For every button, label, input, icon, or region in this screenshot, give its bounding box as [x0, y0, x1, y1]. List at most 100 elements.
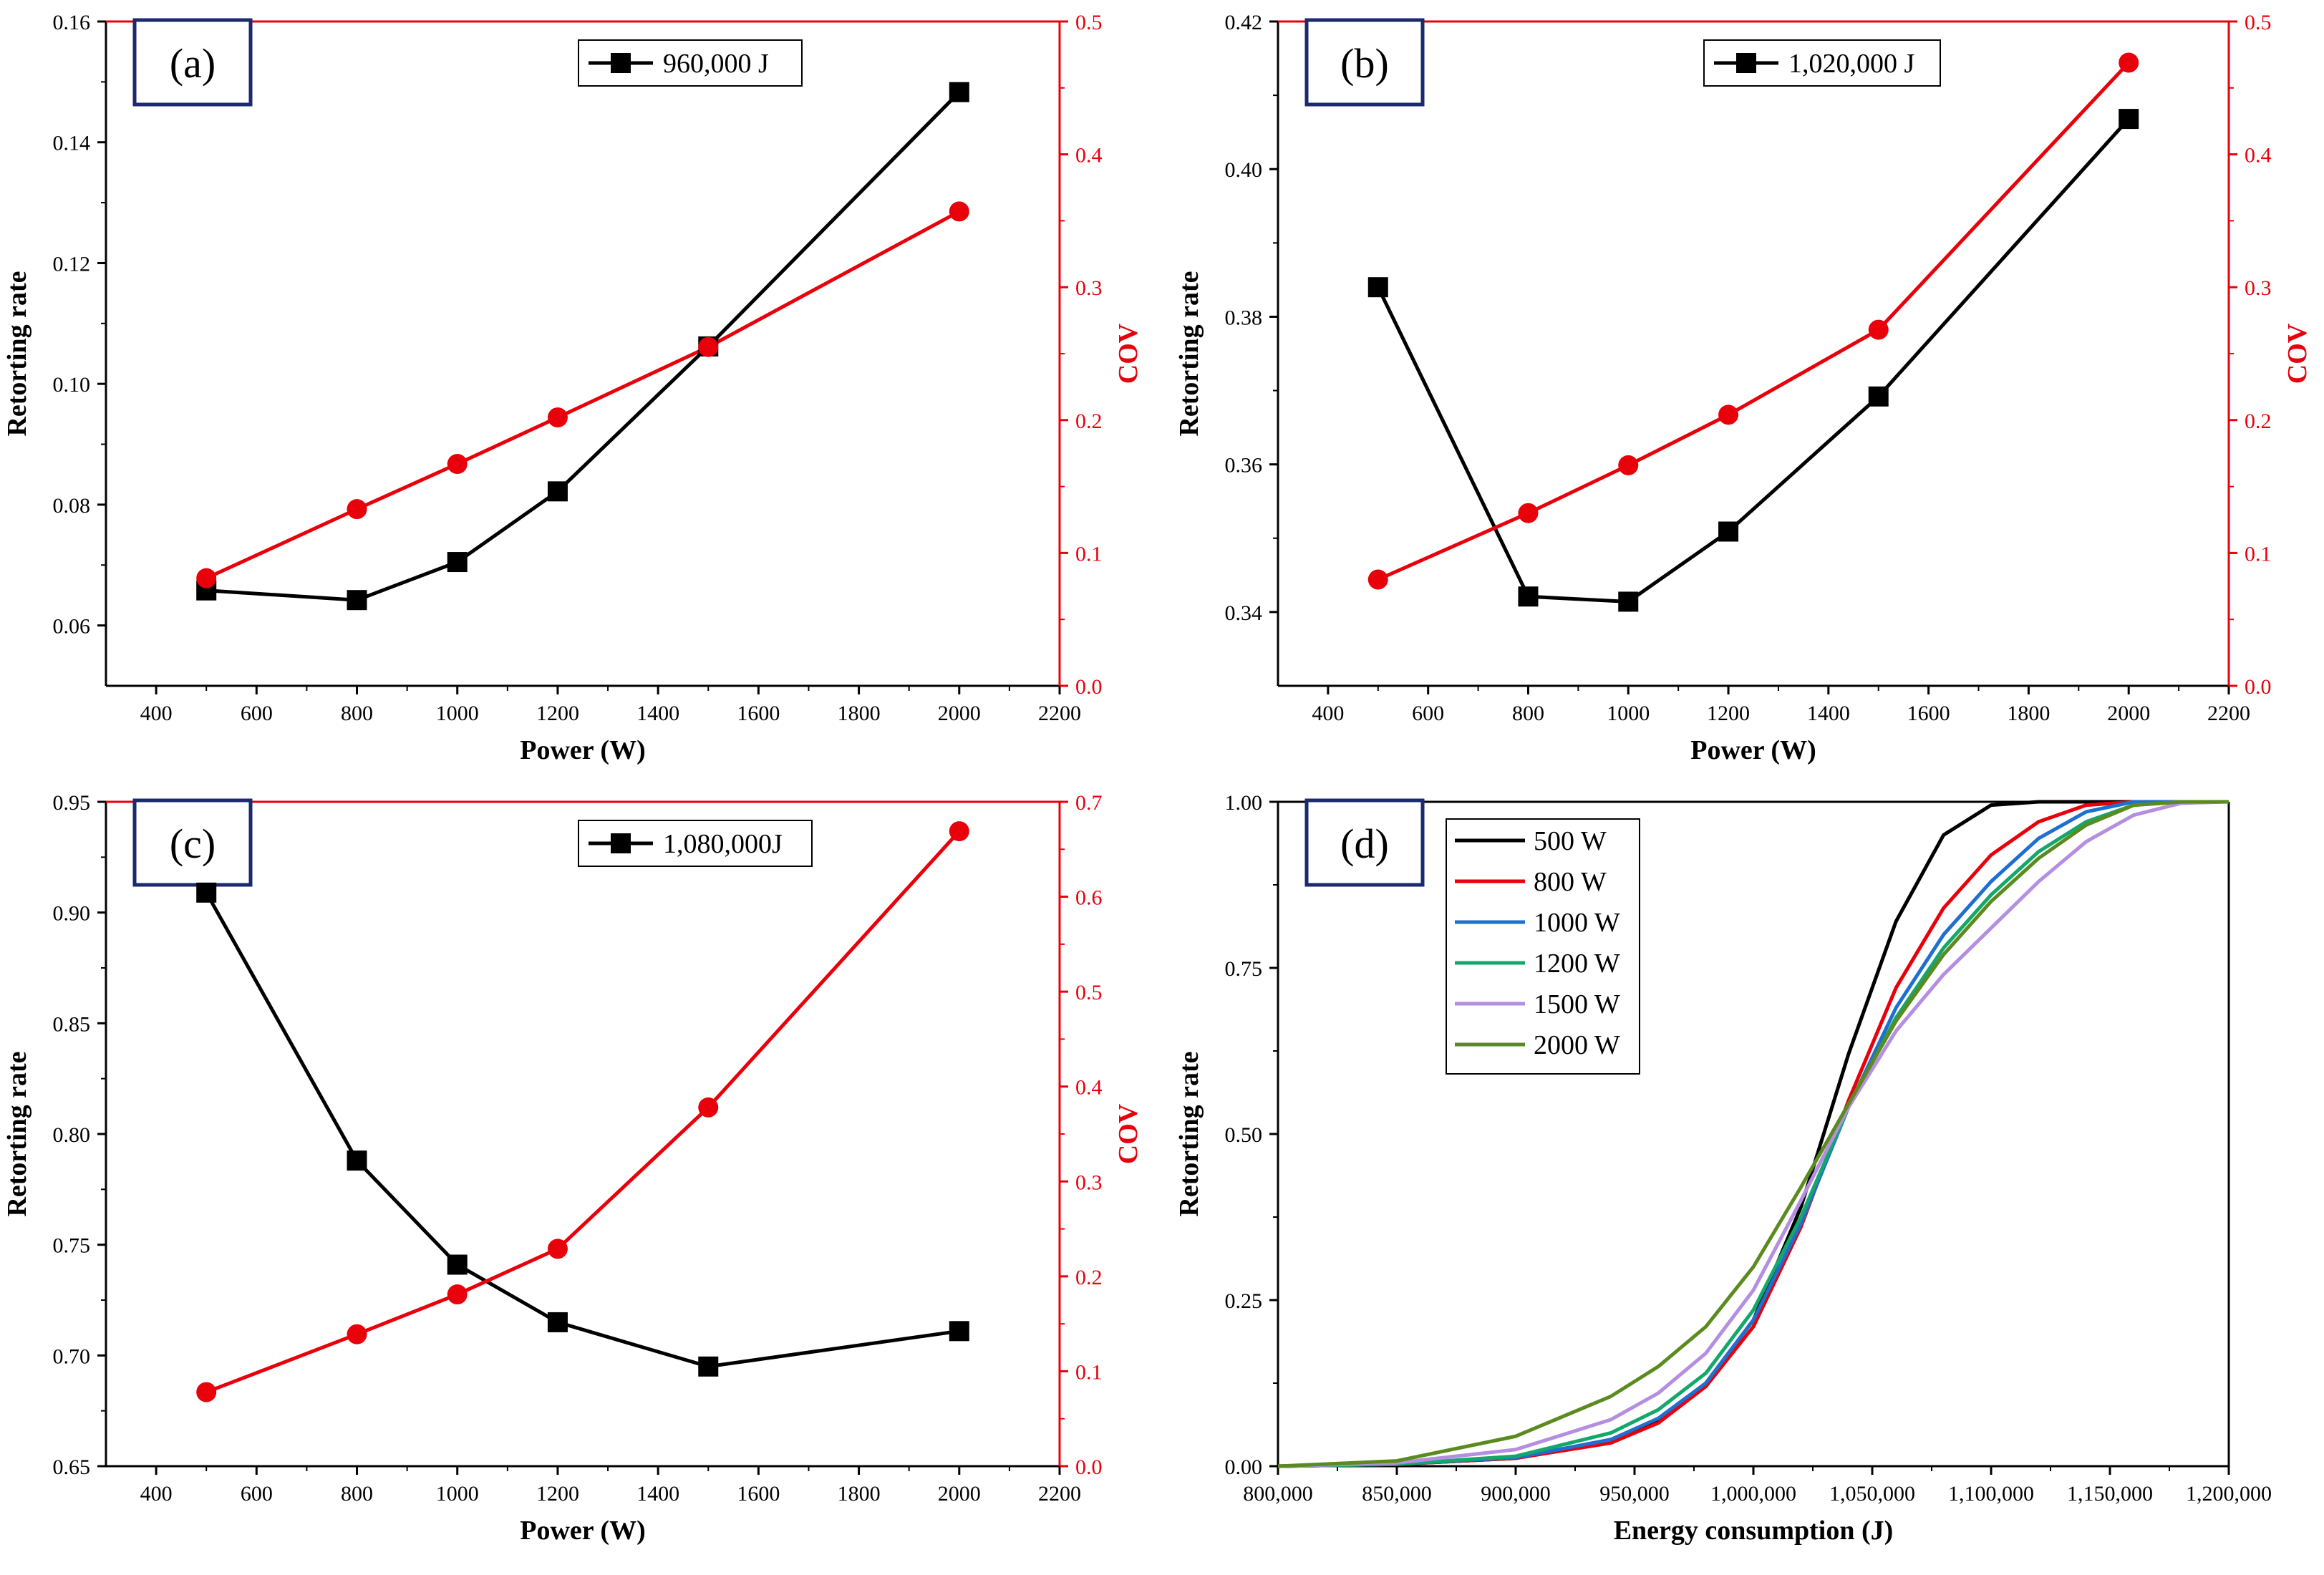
x-tick-label: 1000 — [1607, 702, 1650, 725]
data-point-circle — [949, 821, 969, 842]
y-tick-label: 0.65 — [53, 1455, 91, 1479]
series-line-cov — [205, 830, 961, 1394]
legend-marker — [611, 833, 631, 853]
legend-label: 1200 W — [1534, 949, 1620, 979]
data-point-square — [698, 1356, 719, 1377]
y-tick-label: 0.25 — [1225, 1289, 1263, 1313]
y2-axis-title: COV — [1113, 323, 1143, 384]
series-line-1200-w — [1277, 800, 2229, 1468]
x-tick-label: 1600 — [1907, 702, 1950, 725]
y2-tick-label: 0.1 — [2245, 542, 2272, 566]
legend-label: 1,020,000 J — [1788, 49, 1914, 79]
y2-tick-label: 0.0 — [1075, 675, 1103, 699]
x-tick-label: 1200 — [536, 702, 579, 725]
data-point-circle — [447, 454, 468, 475]
x-tick-label: 600 — [241, 702, 273, 725]
x-tick-label: 800 — [341, 1482, 373, 1506]
chart-panel-c: 400 600 800 1000 1200 1400 1600 1800 2000 2200 0.6… — [2, 791, 1143, 1546]
x-tick-label: 850,000 — [1362, 1482, 1432, 1506]
y2-tick-label: 0.3 — [1075, 276, 1103, 300]
panel-tag-label: (d) — [1340, 820, 1389, 867]
x-tick-label: 400 — [1312, 702, 1344, 725]
y-tick-label: 0.90 — [53, 902, 91, 926]
data-point-square — [447, 552, 468, 573]
panel-tag-box — [132, 18, 253, 107]
y-tick-label: 0.38 — [1225, 306, 1263, 329]
x-tick-label: 400 — [140, 702, 173, 725]
y2-tick-label: 0.4 — [1075, 1076, 1103, 1100]
x-tick-label: 2000 — [938, 1482, 981, 1506]
data-point-circle — [949, 201, 969, 222]
x-tick-label: 1,200,000 — [2186, 1482, 2272, 1506]
x-axis-title: Power (W) — [1690, 735, 1816, 765]
y-axis-title: Retorting rate — [1174, 271, 1204, 436]
series-line-800-w — [1277, 800, 2229, 1468]
data-point-circle — [1518, 503, 1539, 523]
y2-tick-label: 0.5 — [1075, 981, 1103, 1004]
data-point-circle — [1868, 319, 1889, 340]
panel-tag-box — [132, 798, 253, 887]
data-point-square — [347, 1150, 367, 1171]
y2-tick-label: 0.5 — [1075, 11, 1103, 34]
data-point-circle — [1718, 404, 1739, 425]
data-point-circle — [347, 1324, 367, 1344]
series-line-cov — [1377, 61, 2131, 581]
legend-box — [1446, 818, 1640, 1075]
data-point-square — [1868, 386, 1889, 407]
y2-tick-label: 0.4 — [2245, 144, 2272, 168]
y-tick-label: 0.50 — [1225, 1123, 1263, 1147]
y-tick-label: 0.06 — [53, 615, 91, 639]
series-line-energy — [1376, 117, 2131, 604]
series-line-1500-w — [1277, 800, 2229, 1468]
y-tick-label: 0.40 — [1225, 158, 1263, 182]
y-tick-label: 0.12 — [53, 252, 91, 276]
data-point-square — [2119, 109, 2139, 130]
y2-axis-title: COV — [1113, 1103, 1143, 1164]
y-tick-label: 0.85 — [53, 1012, 91, 1036]
data-point-circle — [2119, 52, 2139, 73]
legend-marker — [611, 53, 631, 73]
data-point-circle — [547, 407, 568, 428]
data-point-square — [196, 882, 217, 903]
x-tick-label: 1800 — [838, 1482, 881, 1506]
data-point-square — [1367, 277, 1388, 298]
chart-panel-d: 800,000 850,000 900,000 950,000 1,000,000 1,0… — [1174, 791, 2272, 1546]
x-tick-label: 2200 — [1038, 702, 1081, 725]
x-tick-label: 1800 — [838, 702, 881, 725]
data-point-square — [347, 590, 367, 611]
x-axis-title: Power (W) — [520, 735, 646, 765]
x-tick-label: 1,100,000 — [1948, 1482, 2034, 1506]
legend-label: 800 W — [1534, 867, 1607, 897]
legend-label: 960,000 J — [663, 49, 769, 79]
x-tick-label: 2000 — [938, 702, 981, 725]
series-line-energy — [206, 90, 961, 602]
x-tick-label: 2200 — [2207, 702, 2250, 725]
x-tick-label: 900,000 — [1481, 1482, 1551, 1506]
legend-label: 1,080,000J — [663, 829, 783, 859]
x-tick-label: 1000 — [436, 1482, 479, 1506]
data-point-square — [547, 1312, 568, 1332]
y-tick-label: 1.00 — [1225, 791, 1263, 815]
x-tick-label: 1200 — [1707, 702, 1750, 725]
y2-tick-label: 0.7 — [1075, 791, 1103, 815]
x-tick-label: 600 — [1412, 702, 1444, 725]
panel-tag-label: (a) — [170, 40, 216, 87]
x-tick-label: 400 — [140, 1482, 173, 1506]
y2-tick-label: 0.1 — [1075, 542, 1103, 566]
data-point-circle — [196, 1382, 217, 1402]
x-tick-label: 950,000 — [1599, 1482, 1670, 1506]
y2-tick-label: 0.2 — [1075, 410, 1103, 433]
y2-axis-title: COV — [2282, 323, 2313, 384]
x-tick-label: 800 — [341, 702, 373, 725]
y-tick-label: 0.70 — [53, 1344, 91, 1368]
y2-tick-label: 0.6 — [1075, 886, 1103, 910]
panel-tag-label: (c) — [170, 820, 216, 867]
y-tick-label: 0.14 — [53, 132, 91, 155]
data-point-square — [547, 481, 568, 502]
y2-tick-label: 0.2 — [1075, 1266, 1103, 1289]
y-axis-title: Retorting rate — [2, 271, 32, 436]
y-tick-label: 0.42 — [1225, 11, 1263, 34]
data-point-circle — [196, 568, 217, 588]
x-tick-label: 1400 — [1807, 702, 1850, 725]
y-tick-label: 0.34 — [1225, 601, 1263, 625]
